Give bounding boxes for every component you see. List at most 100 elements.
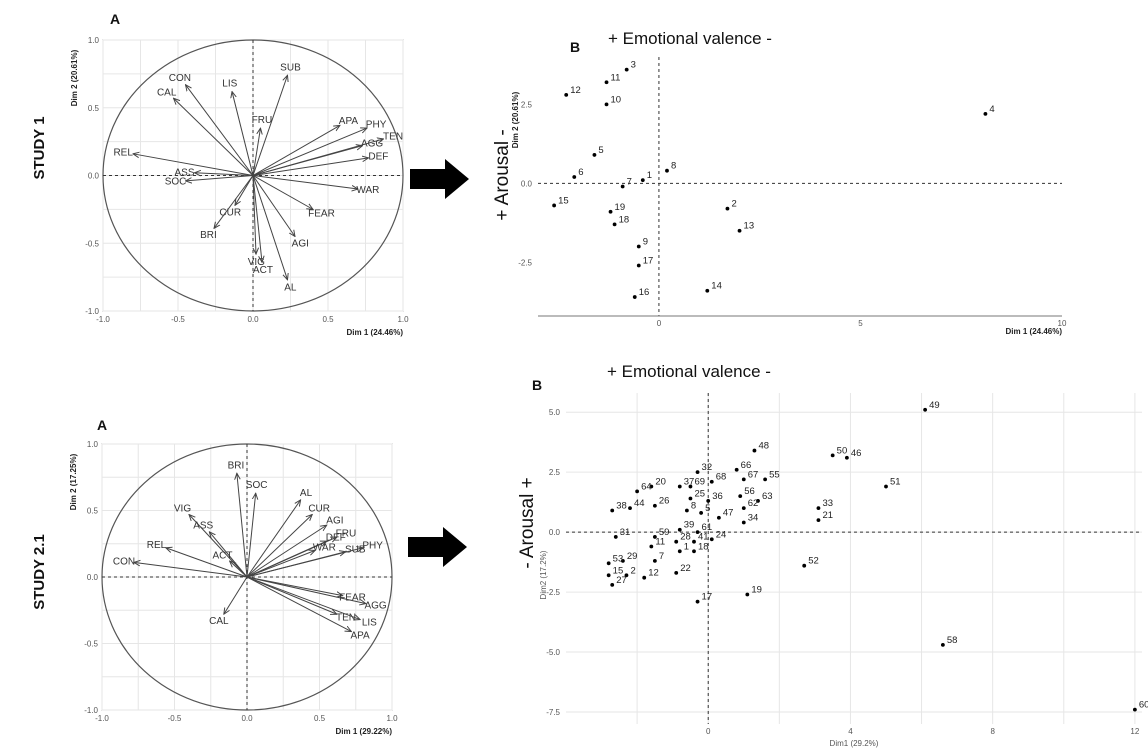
variable-arrow xyxy=(252,139,384,176)
data-point xyxy=(1132,707,1137,712)
variable-arrow xyxy=(209,532,248,578)
y-tick-label: 1.0 xyxy=(88,36,100,45)
variable-arrow xyxy=(224,576,248,614)
valence-title-bottom: + Emotional valence - xyxy=(607,362,771,381)
data-point xyxy=(763,477,768,482)
point-label: 1 xyxy=(684,541,689,552)
point-label: 8 xyxy=(691,501,696,512)
y-tick-label: -2.5 xyxy=(546,588,560,597)
data-point xyxy=(705,288,710,293)
variable-arrow xyxy=(134,562,248,578)
variable-arrow xyxy=(246,525,327,578)
x-tick-label: 0.5 xyxy=(322,315,334,324)
variable-label: ASS xyxy=(175,167,195,178)
point-label: 21 xyxy=(822,510,833,521)
variable-label: WAR xyxy=(313,542,336,553)
point-label: 34 xyxy=(748,513,759,524)
point-label: 19 xyxy=(751,584,762,595)
variable-arrow xyxy=(252,125,340,176)
data-point xyxy=(738,494,743,499)
point-label: 61 xyxy=(702,522,713,533)
variable-arrow xyxy=(246,493,256,578)
data-point xyxy=(844,455,849,460)
variable-label: SOC xyxy=(246,480,268,491)
point-label: 12 xyxy=(570,85,581,96)
data-point xyxy=(940,642,945,647)
data-point xyxy=(923,407,928,412)
variable-arrow xyxy=(252,128,367,176)
point-label: 68 xyxy=(716,472,727,483)
point-label: 29 xyxy=(627,551,638,562)
x-tick-label: 10 xyxy=(1058,319,1067,328)
x-tick-label: -1.0 xyxy=(96,315,110,324)
variable-label: VIG xyxy=(174,503,191,514)
data-point xyxy=(706,499,711,503)
x-tick-label: 8 xyxy=(990,727,995,736)
point-label: 6 xyxy=(578,167,583,178)
variable-label: REL xyxy=(113,147,133,158)
data-point xyxy=(620,558,625,563)
variable-arrow xyxy=(252,175,358,190)
x-axis-label: Dim 1 (29.22%) xyxy=(336,727,393,736)
y-axis-label: Dim2 (17.2%) xyxy=(539,550,548,599)
variable-label: FEAR xyxy=(339,592,366,603)
data-point xyxy=(612,222,617,227)
variable-arrow xyxy=(252,75,288,176)
data-point xyxy=(752,448,757,453)
point-label: 8 xyxy=(671,161,676,172)
point-label: 25 xyxy=(694,489,705,500)
data-point xyxy=(734,467,739,472)
y-tick-label: 0.0 xyxy=(549,528,561,537)
data-point xyxy=(983,111,988,116)
point-label: 44 xyxy=(634,498,645,509)
variable-arrow xyxy=(252,175,262,263)
variable-arrow xyxy=(246,576,337,614)
study-2-label: STUDY 2.1 xyxy=(31,534,48,610)
point-label: 46 xyxy=(851,448,862,459)
variable-arrow xyxy=(246,576,366,604)
variable-arrow xyxy=(246,550,315,578)
point-label: 53 xyxy=(613,553,624,564)
variable-label: SOC xyxy=(165,177,187,188)
point-label: 7 xyxy=(659,551,664,562)
data-point xyxy=(564,93,569,97)
variable-arrow xyxy=(252,175,313,210)
point-label: 7 xyxy=(627,177,632,188)
data-point xyxy=(652,558,657,563)
point-label: 63 xyxy=(762,491,773,502)
data-point xyxy=(636,244,641,249)
data-point xyxy=(695,599,700,604)
x-tick-label: 1.0 xyxy=(397,315,409,324)
x-axis-label: Dim 1 (24.46%) xyxy=(347,328,404,337)
data-point xyxy=(802,563,807,568)
variable-arrow xyxy=(252,175,295,237)
arousal-label-bottom: - Arousal + xyxy=(517,477,538,568)
x-tick-label: 0.0 xyxy=(247,315,259,324)
y-tick-label: 0.0 xyxy=(87,573,99,582)
point-label: 10 xyxy=(611,94,622,105)
point-label: 27 xyxy=(616,575,627,586)
data-point xyxy=(652,503,657,508)
variable-arrow xyxy=(246,576,351,632)
data-point xyxy=(665,168,669,173)
point-label: 15 xyxy=(558,195,569,206)
data-point xyxy=(552,203,557,208)
variable-label: CAL xyxy=(157,87,177,98)
variable-label: SUB xyxy=(280,63,301,74)
variable-arrow xyxy=(246,514,312,578)
point-label: 59 xyxy=(659,527,670,538)
point-label: 17 xyxy=(643,255,654,266)
point-label: 13 xyxy=(744,221,755,232)
y-tick-label: -0.5 xyxy=(84,640,98,649)
variable-arrow xyxy=(230,561,248,578)
x-tick-label: 12 xyxy=(1130,727,1139,736)
data-point xyxy=(613,535,618,539)
variable-label: PHY xyxy=(366,120,387,131)
variable-arrow xyxy=(246,576,360,620)
data-point xyxy=(737,228,742,233)
arrow-right-icon xyxy=(408,527,467,567)
point-label: 4 xyxy=(989,104,994,115)
data-point xyxy=(692,549,696,554)
